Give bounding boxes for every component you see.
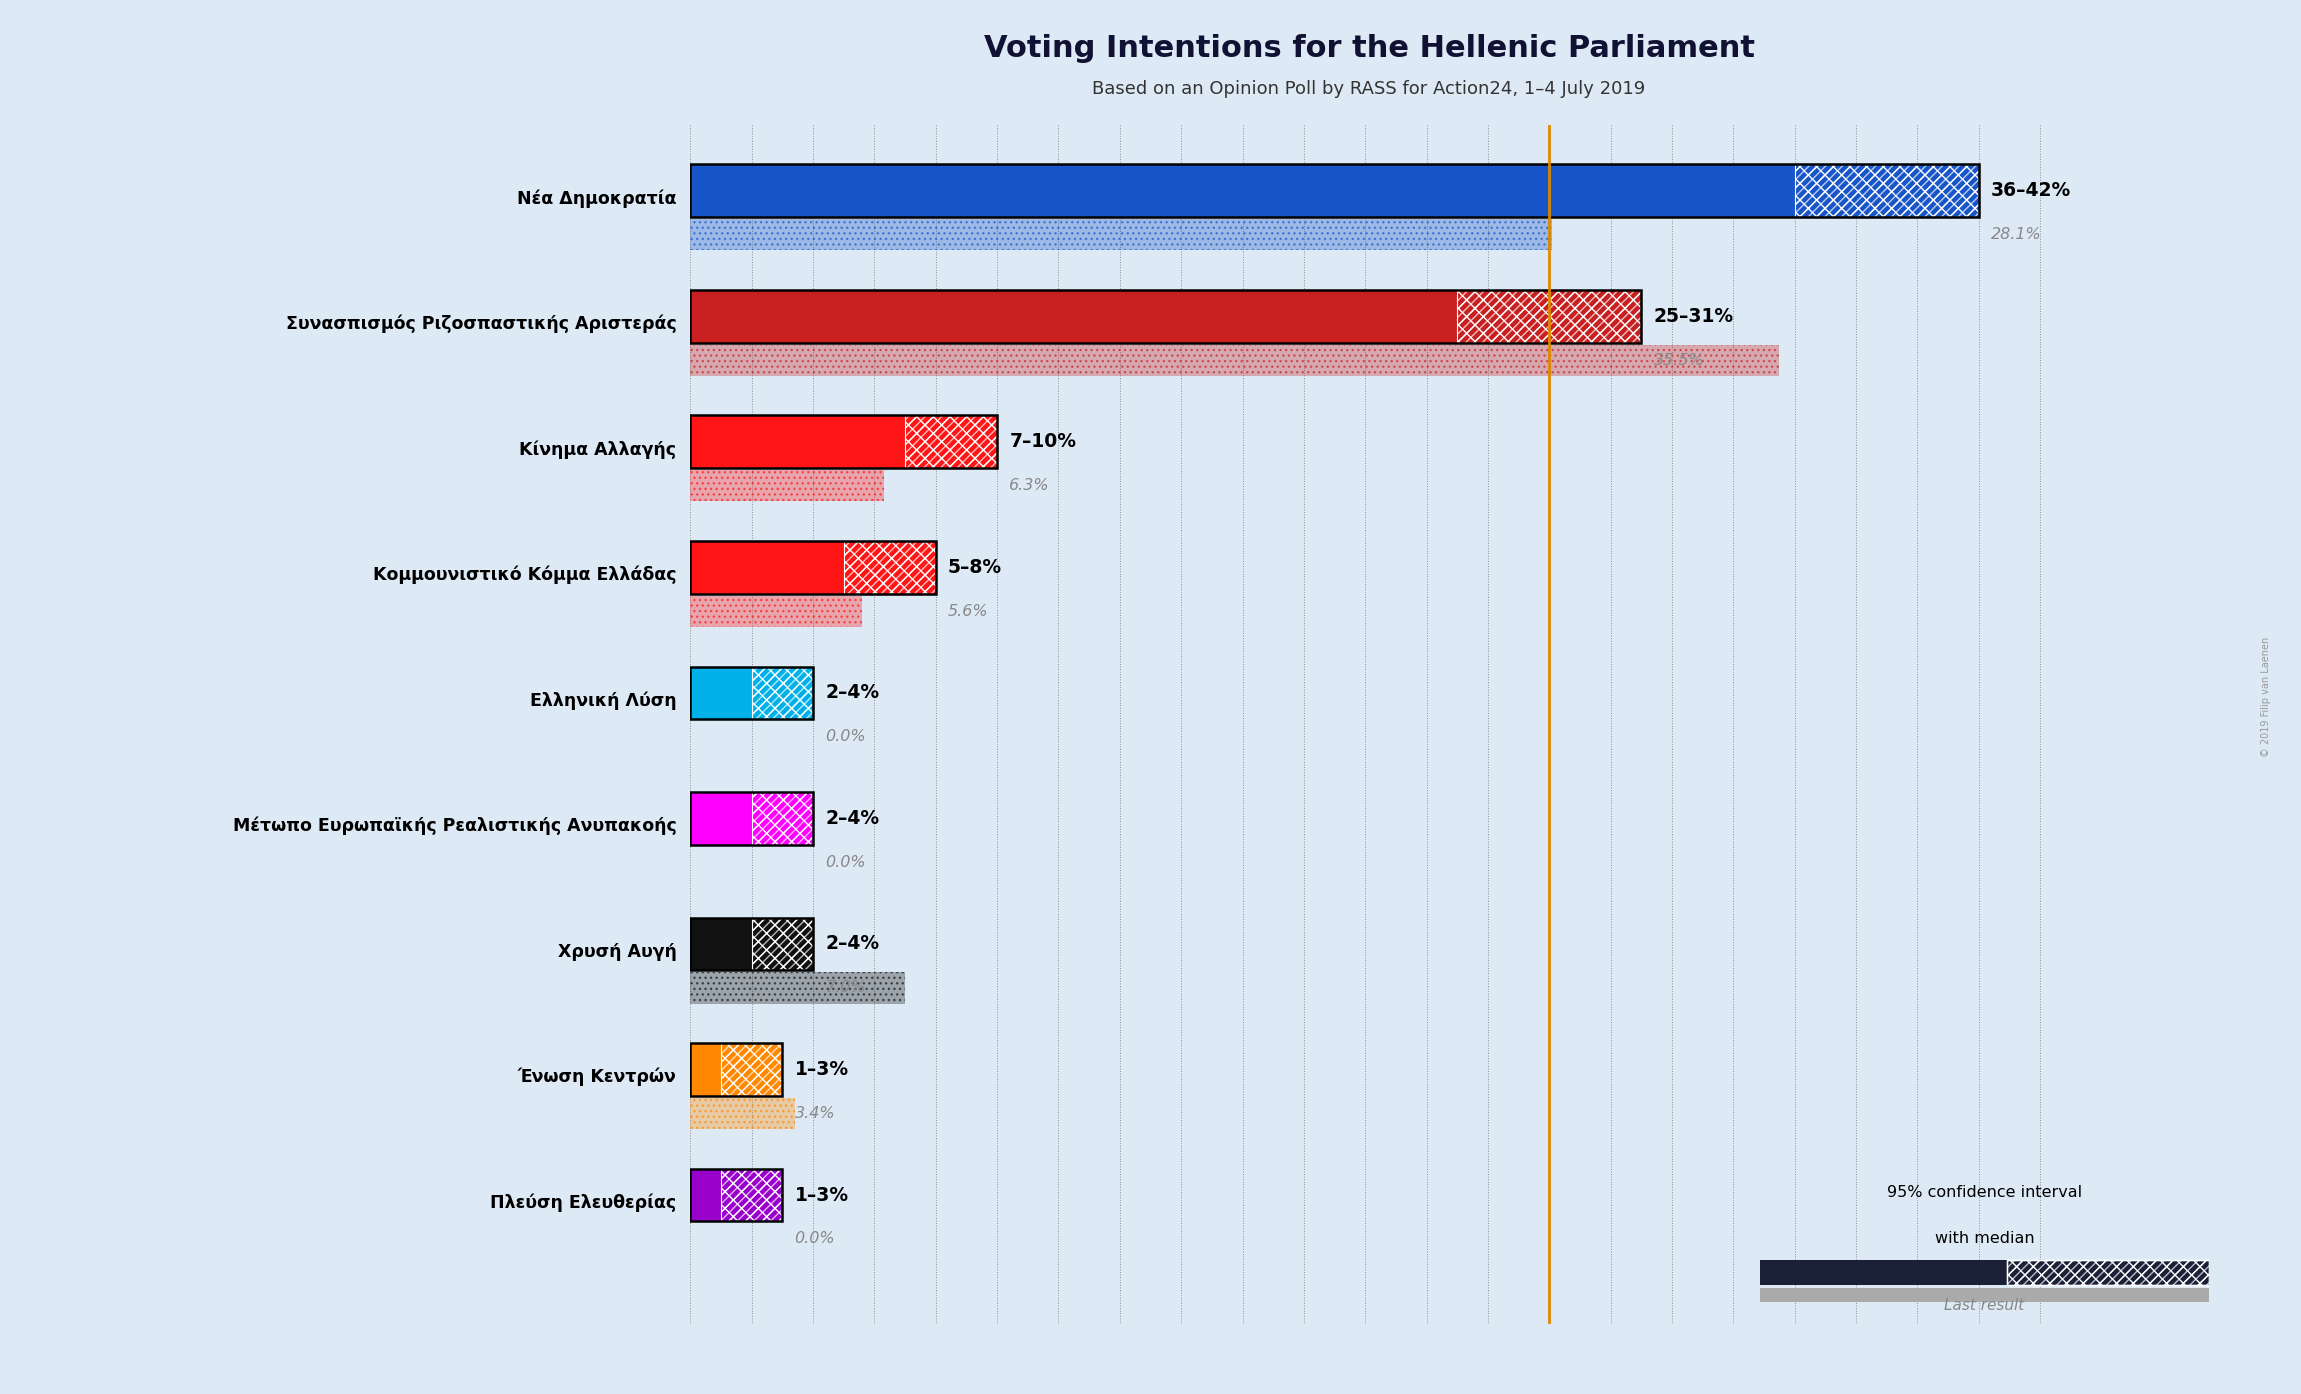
Bar <box>752 917 812 970</box>
Bar <box>2006 1260 2209 1284</box>
Bar <box>690 344 1779 376</box>
Bar <box>1795 164 1979 217</box>
Text: 36–42%: 36–42% <box>1990 181 2071 201</box>
Text: Last result: Last result <box>1944 1298 2025 1313</box>
Bar <box>752 917 812 970</box>
Bar <box>690 595 863 627</box>
Bar <box>690 219 1553 251</box>
Bar <box>844 541 937 594</box>
Bar <box>752 792 812 845</box>
Bar <box>690 917 752 970</box>
Text: 0.0%: 0.0% <box>826 729 865 744</box>
Bar <box>690 972 904 1004</box>
Bar <box>720 1168 782 1221</box>
Bar <box>904 415 996 468</box>
Bar <box>720 1168 782 1221</box>
Bar <box>690 415 996 468</box>
Bar <box>690 415 904 468</box>
Text: 2–4%: 2–4% <box>826 809 879 828</box>
Text: 7–10%: 7–10% <box>1010 432 1077 452</box>
Bar <box>1760 1288 2209 1302</box>
Text: 25–31%: 25–31% <box>1654 307 1733 326</box>
Bar <box>844 541 937 594</box>
Bar <box>720 1043 782 1096</box>
Bar <box>720 1168 782 1221</box>
Bar <box>904 415 996 468</box>
Text: Based on an Opinion Poll by RASS for Action24, 1–4 July 2019: Based on an Opinion Poll by RASS for Act… <box>1093 81 1645 98</box>
Bar <box>752 792 812 845</box>
Text: © 2019 Filip van Laenen: © 2019 Filip van Laenen <box>2262 637 2271 757</box>
Bar <box>690 541 844 594</box>
Text: 1–3%: 1–3% <box>794 1059 849 1079</box>
Text: 5.6%: 5.6% <box>948 604 989 619</box>
Bar <box>690 1168 782 1221</box>
Bar <box>752 666 812 719</box>
Bar <box>720 1043 782 1096</box>
Bar <box>1457 290 1641 343</box>
Bar <box>690 1097 794 1129</box>
Bar <box>690 1168 720 1221</box>
Bar <box>752 917 812 970</box>
Bar <box>1795 164 1979 217</box>
Bar <box>690 972 904 1004</box>
Text: 7.0%: 7.0% <box>826 980 865 995</box>
Bar <box>1457 290 1641 343</box>
Bar <box>690 219 1553 251</box>
Text: 2–4%: 2–4% <box>826 683 879 703</box>
Bar <box>844 541 937 594</box>
Bar <box>690 470 884 502</box>
Bar <box>690 1043 720 1096</box>
Bar <box>690 164 1795 217</box>
Text: 6.3%: 6.3% <box>1010 478 1049 493</box>
Text: 5–8%: 5–8% <box>948 558 1003 577</box>
Bar <box>1457 290 1641 343</box>
Bar <box>690 164 1979 217</box>
Bar <box>690 541 937 594</box>
Text: 0.0%: 0.0% <box>794 1231 835 1246</box>
Text: 1–3%: 1–3% <box>794 1185 849 1204</box>
Text: 95% confidence interval: 95% confidence interval <box>1887 1185 2082 1200</box>
Bar <box>690 1097 794 1129</box>
Bar <box>720 1043 782 1096</box>
Bar <box>690 344 1779 376</box>
Bar <box>690 917 812 970</box>
Bar <box>690 666 752 719</box>
Text: Voting Intentions for the Hellenic Parliament: Voting Intentions for the Hellenic Parli… <box>983 35 1756 63</box>
Bar <box>1795 164 1979 217</box>
Bar <box>690 792 752 845</box>
Bar <box>690 290 1641 343</box>
Bar <box>1760 1260 2006 1284</box>
Text: 2–4%: 2–4% <box>826 934 879 953</box>
Text: 35.5%: 35.5% <box>1654 353 1705 368</box>
Bar <box>752 666 812 719</box>
Bar <box>690 666 812 719</box>
Bar <box>690 792 812 845</box>
Bar <box>690 470 884 502</box>
Bar <box>690 1043 782 1096</box>
Text: 28.1%: 28.1% <box>1990 227 2041 243</box>
Bar <box>690 290 1457 343</box>
Text: 0.0%: 0.0% <box>826 855 865 870</box>
Bar <box>690 595 863 627</box>
Text: with median: with median <box>1935 1231 2034 1246</box>
Bar <box>904 415 996 468</box>
Bar <box>2006 1260 2209 1284</box>
Text: 3.4%: 3.4% <box>794 1105 835 1121</box>
Bar <box>752 666 812 719</box>
Bar <box>752 792 812 845</box>
